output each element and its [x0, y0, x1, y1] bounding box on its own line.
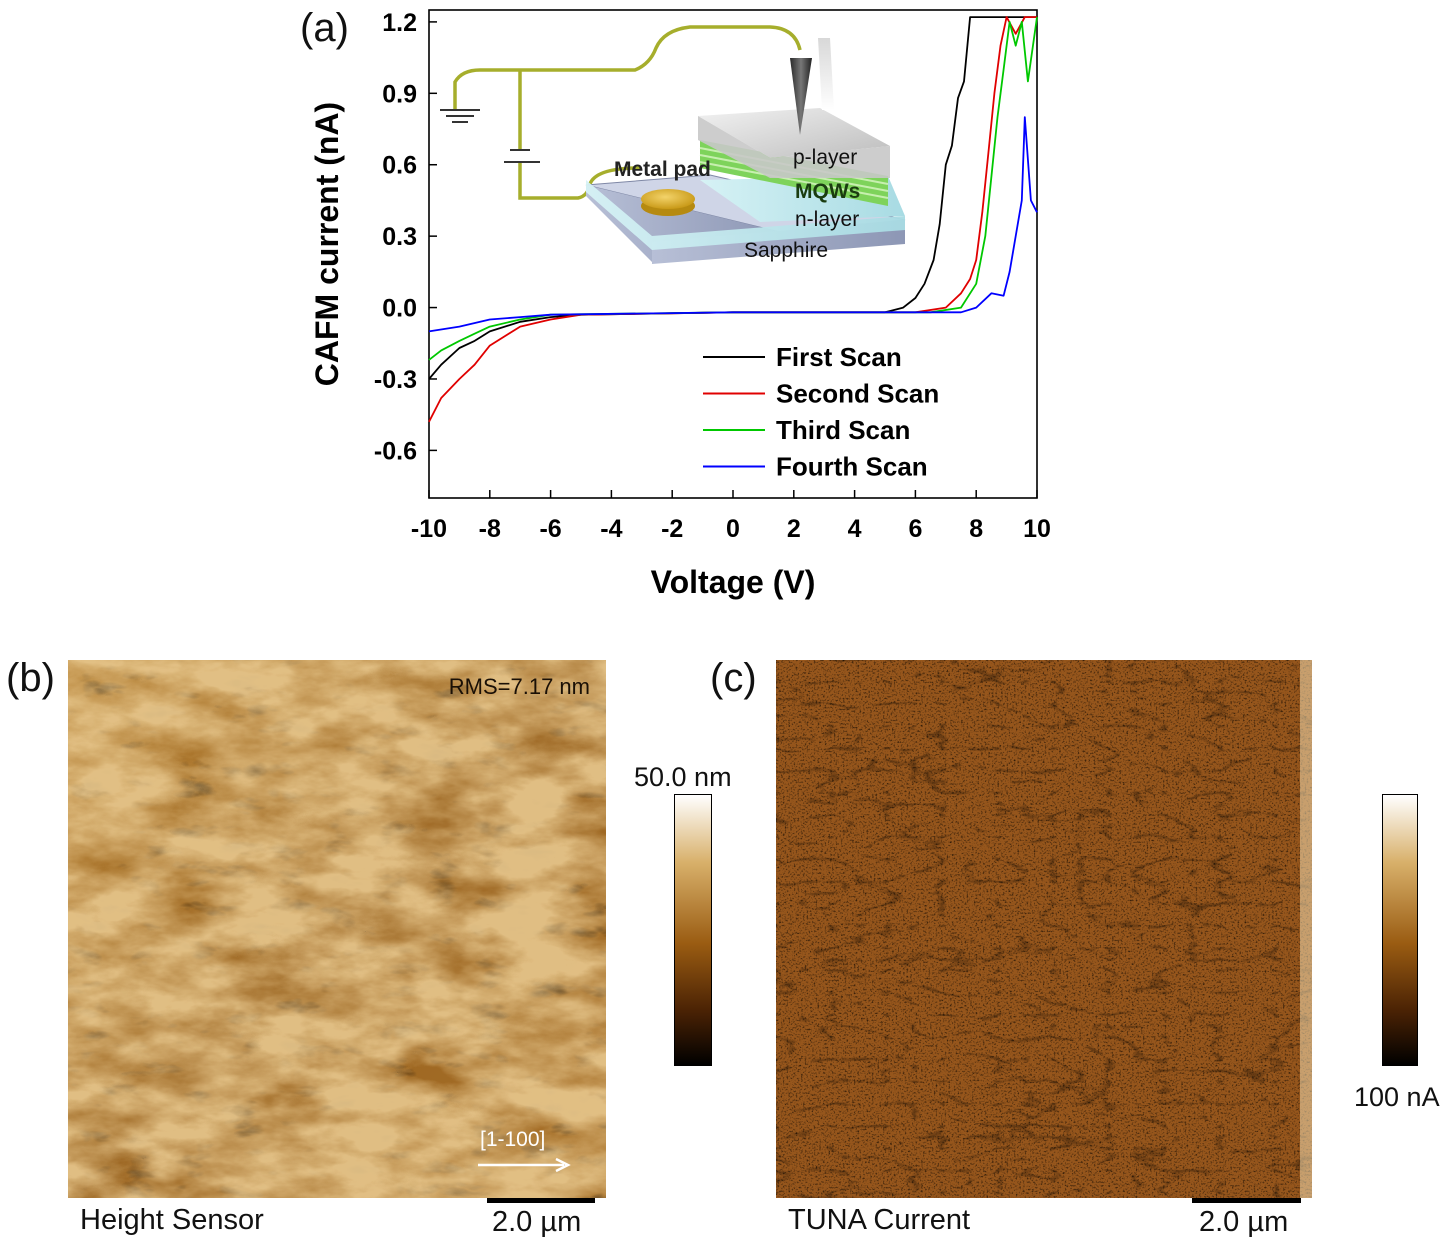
arrowhead-icon — [555, 1157, 571, 1173]
panel-a-label: (a) — [300, 6, 349, 50]
legend-label: Third Scan — [776, 415, 910, 445]
colorbar-b-max: 50.0 nm — [634, 762, 732, 792]
inset-label-p-layer: p-layer — [793, 146, 857, 169]
edge-artifact — [1300, 660, 1312, 1198]
y-tick-label: -0.6 — [374, 437, 417, 465]
scale-bar-b — [487, 1198, 595, 1203]
p-layer-top — [698, 108, 890, 158]
inset-label-metal-pad: Metal pad — [614, 158, 711, 181]
x-tick-label: -8 — [479, 515, 501, 543]
series-line-3 — [428, 16, 1038, 361]
ground-icon — [440, 109, 480, 123]
chart-series — [428, 16, 1038, 423]
x-axis-title: Voltage (V) — [651, 564, 816, 600]
legend-label: Fourth Scan — [776, 452, 928, 482]
x-tick-label: 10 — [1023, 515, 1051, 543]
x-tick-label: -4 — [600, 515, 622, 543]
inset-label-mqws: MQWs — [795, 180, 860, 203]
x-tick-label: -2 — [661, 515, 683, 543]
x-tick-label: 0 — [726, 515, 740, 543]
scale-bar-c — [1192, 1198, 1301, 1203]
legend-label: First Scan — [776, 342, 902, 372]
x-tick-label: -6 — [539, 515, 561, 543]
y-tick-label: 0.9 — [382, 80, 417, 108]
x-tick-label: 8 — [969, 515, 983, 543]
colorbar-c-label: 100 nA — [1354, 1082, 1440, 1112]
n-layer — [586, 180, 905, 250]
p-layer-side — [698, 116, 890, 178]
series-line-4 — [428, 116, 1038, 333]
caption-height-sensor: Height Sensor — [80, 1204, 264, 1236]
y-axis-ticks: -0.6 -0.3 0.0 0.3 0.6 0.9 1.2 — [374, 9, 437, 465]
afm-tip-icon — [790, 58, 812, 135]
caption-tuna-current: TUNA Current — [788, 1204, 971, 1236]
colorbar-c — [1382, 794, 1418, 1066]
inset-label-n-layer: n-layer — [795, 208, 859, 231]
metal-pad — [641, 189, 695, 209]
direction-label: [1-100] — [480, 1128, 545, 1151]
y-tick-label: 0.3 — [382, 223, 417, 251]
inset-schematic: Metal pad p-layer MQWs n-layer Sapphire — [440, 25, 906, 264]
y-tick-label: 0.0 — [382, 295, 417, 323]
current-map — [776, 660, 1312, 1198]
height-map: RMS=7.17 nm [1-100] — [68, 660, 606, 1198]
scale-label-c: 2.0 µm — [1199, 1206, 1289, 1238]
legend-label: Second Scan — [776, 379, 939, 409]
series-line-1 — [428, 16, 1037, 380]
x-tick-label: -10 — [411, 515, 447, 543]
x-axis-ticks: -10 -8 -6 -4 -2 0 2 4 6 8 10 — [411, 490, 1051, 543]
colorbar-b — [674, 794, 712, 1066]
x-tick-label: 6 — [908, 515, 922, 543]
battery-icon — [504, 149, 540, 163]
x-tick-label: 4 — [848, 515, 862, 543]
wire — [453, 25, 802, 110]
scale-label-b: 2.0 µm — [492, 1206, 582, 1238]
laser-beam — [818, 38, 834, 110]
y-tick-label: 0.6 — [382, 152, 417, 180]
panel-b-label: (b) — [6, 656, 55, 700]
series-line-2 — [428, 16, 1037, 423]
inset-label-sapphire: Sapphire — [744, 239, 828, 262]
y-tick-label: 1.2 — [382, 9, 417, 37]
y-axis-title: CAFM current (nA) — [309, 102, 345, 386]
x-tick-label: 2 — [787, 515, 801, 543]
chart-legend: First Scan Second Scan Third Scan Fourth Sc… — [703, 342, 939, 482]
panel-c-label: (c) — [710, 656, 757, 700]
y-tick-label: -0.3 — [374, 366, 417, 394]
rms-annotation: RMS=7.17 nm — [449, 674, 590, 699]
iv-chart: -10 -8 -6 -4 -2 0 2 4 6 8 10 -0.6 -0.3 0.0 0.3 0.6 0.9 1… — [309, 9, 1051, 600]
